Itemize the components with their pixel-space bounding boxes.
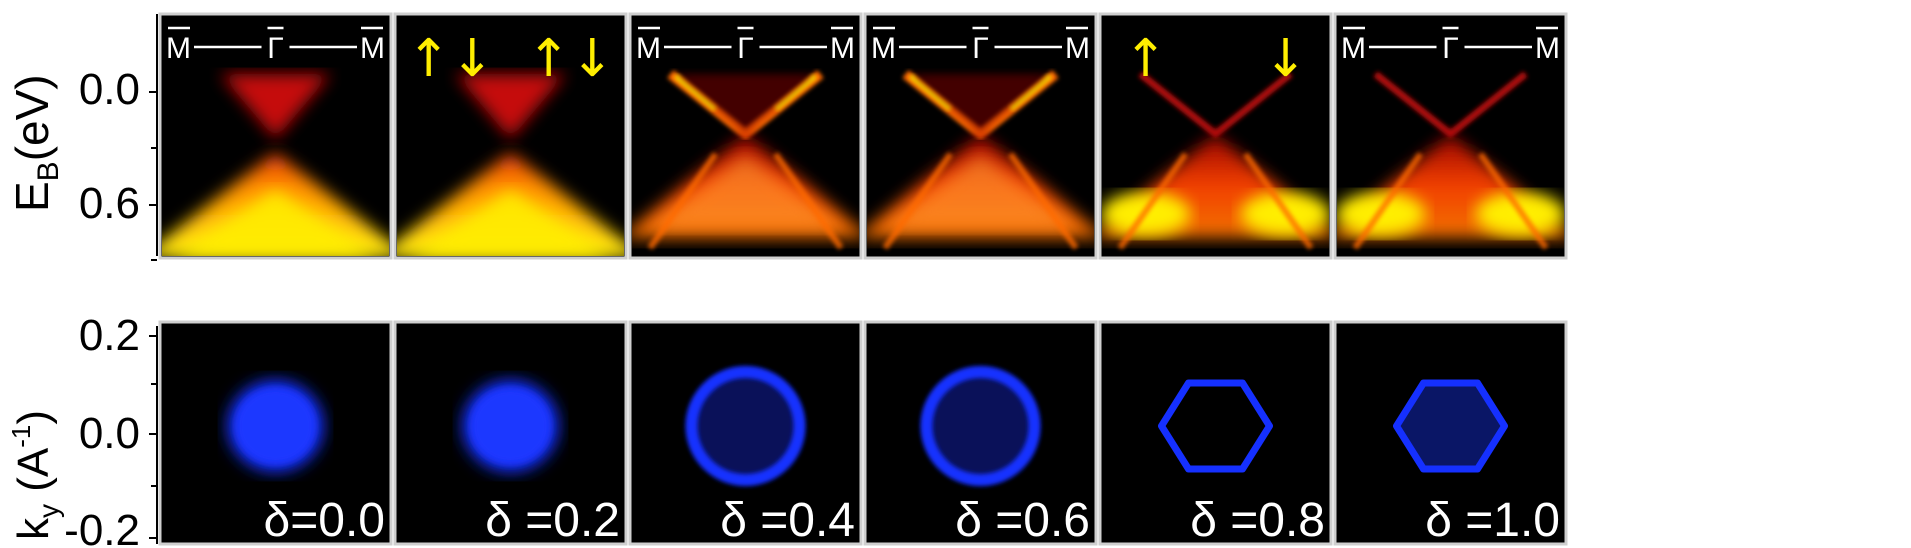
fermi-image-0: δ=0.0: [158, 320, 393, 547]
kpath-center-2: Γ: [737, 32, 754, 65]
bottom-axis-label-unit-sup: -1: [6, 425, 36, 448]
bottom-axis-label: ky (A-1): [6, 410, 64, 540]
panel-0: M Γ Mδ=0.0: [158, 12, 393, 547]
kpath-left-3: M: [871, 32, 896, 65]
spin-label-1: ↑↓ ↑↓: [407, 29, 614, 89]
panel-2: M Γ Mδ =0.4: [628, 12, 863, 547]
top-axis-tick-0: 0.0: [79, 65, 140, 114]
panel-4: ↑ ↓δ =0.8: [1098, 12, 1333, 547]
delta-label-0: δ=0.0: [264, 494, 385, 547]
delta-label-2: δ =0.4: [720, 494, 855, 547]
kpath-right-5: M: [1535, 32, 1560, 65]
spin-pair-left-1: ↑↓: [407, 29, 494, 89]
top-axis-label-main: E: [6, 181, 58, 212]
spin-label-4: ↑ ↓: [1124, 29, 1308, 89]
top-axis-tick-1: 0.6: [79, 179, 140, 228]
fermi-ring-3: [920, 366, 1041, 486]
bottom-axis-tick-0: 0.2: [79, 311, 140, 360]
fermi-image-3: δ =0.6: [863, 320, 1098, 547]
top-axis-label: EB(eV): [6, 74, 65, 212]
kpath-center-5: Γ: [1442, 32, 1459, 65]
spin-down-4: ↓: [1264, 29, 1308, 89]
svg-text:EB(eV): EB(eV): [6, 74, 65, 212]
delta-label-3: δ =0.6: [955, 494, 1090, 547]
fermi-hexagon-5: [1393, 379, 1508, 473]
delta-label-4: δ =0.8: [1190, 494, 1325, 547]
fermi-image-2: δ =0.4: [628, 320, 863, 547]
panel-1: ↑↓ ↑↓ δ =0.2: [393, 12, 628, 547]
kpath-right-3: M: [1065, 32, 1090, 65]
fermi-ring-2: [685, 366, 806, 486]
kpath-left-2: M: [636, 32, 661, 65]
delta-label-1: δ =0.2: [485, 494, 620, 547]
fermi-image-5: δ =1.0: [1333, 320, 1568, 547]
kpath-left-0: M: [166, 32, 191, 65]
panels: M Γ Mδ=0.0↑↓ ↑↓δ =0.2M Γ Mδ =0.4M Γ Mδ =0.6↑ ↓δ …: [158, 12, 1568, 547]
spin-up-4: ↑: [1124, 29, 1168, 89]
band-image-1: ↑↓ ↑↓: [393, 12, 628, 260]
bottom-axis-label-sub: y: [33, 504, 64, 518]
bottom-axis-tick-1: 0.0: [79, 409, 140, 458]
band-image-4: ↑ ↓: [1098, 12, 1333, 260]
top-axis-label-unit: (eV): [6, 74, 58, 161]
svg-text:ky (A-1): ky (A-1): [6, 410, 64, 540]
delta-label-5: δ =1.0: [1425, 494, 1560, 547]
fermi-hexagon-4: [1158, 379, 1273, 473]
fermi-image-4: δ =0.8: [1098, 320, 1333, 547]
panel-5: M Γ Mδ =1.0: [1333, 12, 1568, 547]
kpath-center-0: Γ: [267, 32, 284, 65]
kpath-right-0: M: [360, 32, 385, 65]
panel-3: M Γ Mδ =0.6: [863, 12, 1098, 547]
bottom-axis-label-unit-close: ): [9, 410, 58, 425]
bottom-axis-label-unit-open: (A: [9, 447, 58, 504]
kpath-left-5: M: [1341, 32, 1366, 65]
bottom-axis-tick-2: -0.2: [64, 506, 140, 548]
top-axis-label-sub: B: [32, 161, 65, 181]
kpath-right-2: M: [830, 32, 855, 65]
fermi-image-1: δ =0.2: [393, 320, 628, 547]
spin-pair-right-1: ↑↓: [527, 29, 614, 89]
bottom-axis: 0.2 0.0 -0.2 ky (A-1): [6, 311, 158, 548]
top-axis: 0.0 0.6 EB(eV): [6, 14, 158, 261]
bottom-axis-label-main: k: [9, 517, 58, 540]
kpath-center-3: Γ: [972, 32, 989, 65]
